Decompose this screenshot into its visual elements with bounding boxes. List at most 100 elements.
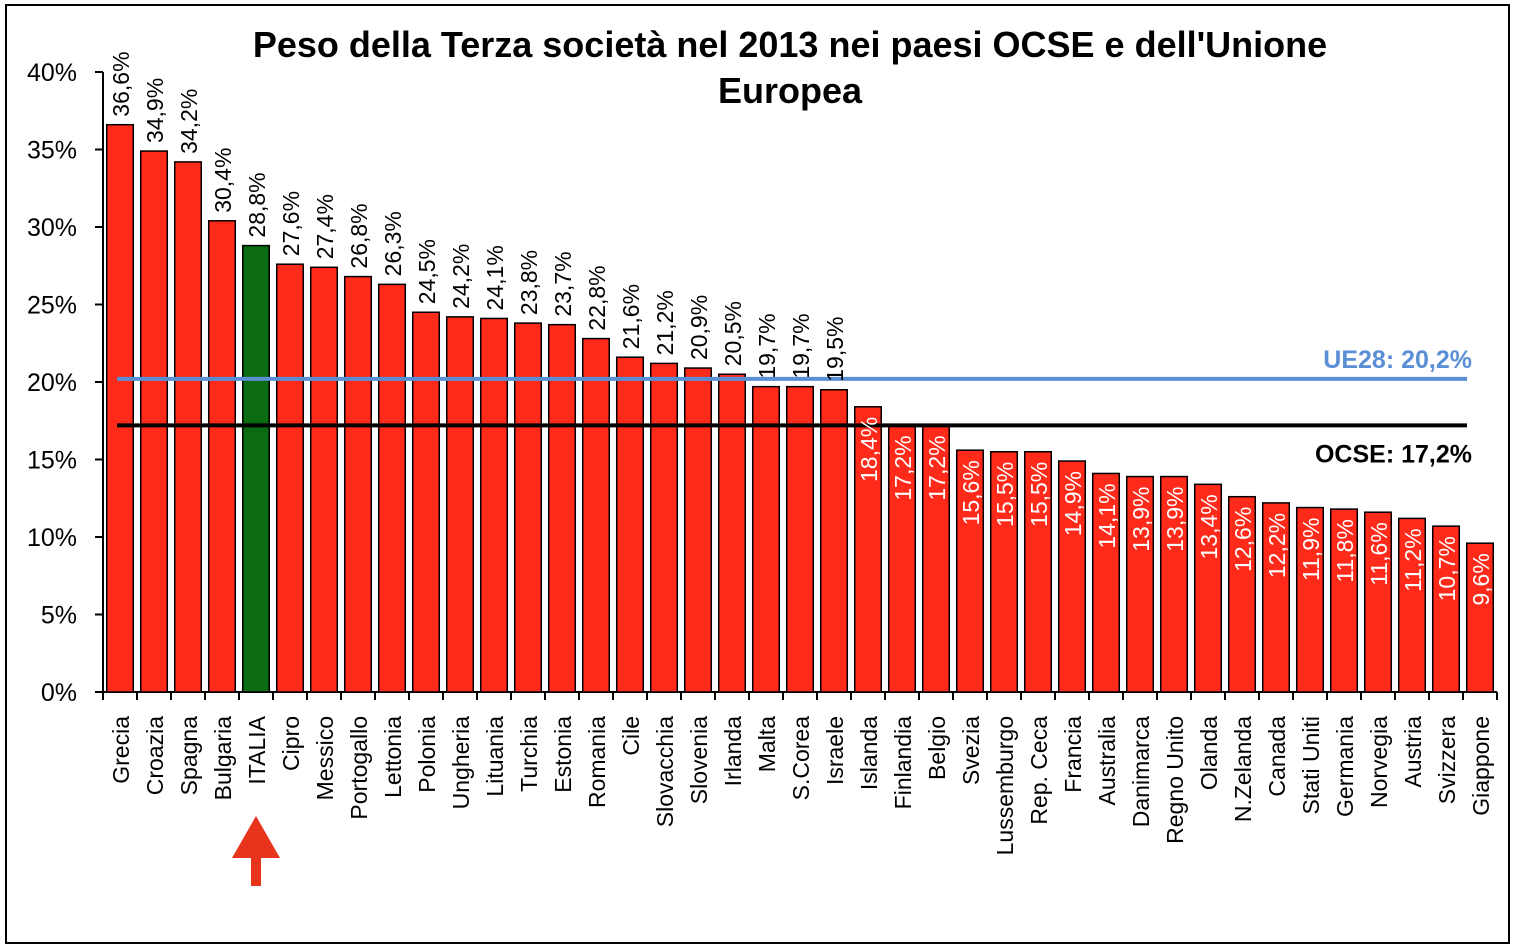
data-label: 13,4%: [1196, 494, 1222, 559]
data-label: 13,9%: [1128, 487, 1154, 552]
data-label: 21,6%: [618, 284, 644, 349]
bar-islanda: [853, 406, 883, 693]
data-label: 22,8%: [584, 265, 610, 330]
bar-slovacchia: [649, 362, 679, 693]
data-label: 11,9%: [1298, 518, 1324, 582]
data-label: 34,9%: [142, 78, 168, 143]
x-tick-label: Cipro: [278, 716, 304, 771]
x-tick-label: Cile: [618, 716, 644, 756]
bar-grecia: [105, 123, 135, 693]
bar-svizzera: [1431, 525, 1461, 693]
bar-slovenia: [683, 367, 713, 693]
bar-norvegia: [1363, 511, 1393, 693]
data-label: 24,2%: [448, 244, 474, 309]
highlight-arrow-shaft: [251, 856, 261, 886]
data-label: 15,5%: [1026, 462, 1052, 527]
y-tick-label: 10%: [27, 524, 77, 552]
bar-israele: [819, 389, 849, 693]
bar-stati-uniti: [1295, 506, 1325, 693]
x-tick-label: Portogallo: [346, 716, 372, 820]
x-tick-label: Olanda: [1196, 716, 1222, 790]
bar-cile: [615, 356, 645, 693]
data-label: 36,6%: [108, 51, 134, 116]
x-tick-label: Francia: [1060, 716, 1086, 793]
x-tick-label: Canada: [1264, 716, 1290, 797]
highlight-arrow-head: [232, 816, 280, 858]
x-tick-label: Ungheria: [448, 716, 474, 810]
x-tick-label: Australia: [1094, 716, 1120, 806]
bar-regno-unito: [1159, 475, 1189, 693]
data-label: 23,8%: [516, 250, 542, 315]
data-label: 26,3%: [380, 211, 406, 276]
bar-turchia: [513, 322, 543, 693]
x-tick-label: Danimarca: [1128, 716, 1154, 827]
bar-rep-ceca: [1023, 451, 1053, 693]
x-tick-label: Islanda: [856, 716, 882, 790]
y-tick-label: 35%: [27, 137, 77, 165]
data-label: 27,4%: [312, 194, 338, 259]
x-tick-label: Svizzera: [1434, 716, 1460, 804]
bar-giappone: [1465, 542, 1495, 693]
x-tick-label: Slovacchia: [652, 716, 678, 827]
data-label: 30,4%: [210, 148, 236, 213]
data-label: 24,5%: [414, 239, 440, 304]
data-label: 13,9%: [1162, 487, 1188, 552]
bar-germania: [1329, 508, 1359, 693]
data-label: 27,6%: [278, 191, 304, 256]
bar-ungheria: [445, 316, 475, 693]
bar-francia: [1057, 460, 1087, 693]
data-label: 12,6%: [1230, 507, 1256, 572]
data-label: 17,2%: [924, 435, 950, 500]
x-tick-label: Belgio: [924, 716, 950, 780]
bar-n-zelanda: [1227, 495, 1257, 693]
data-label: 24,1%: [482, 245, 508, 310]
x-tick-label: Malta: [754, 716, 780, 772]
data-label: 15,5%: [992, 462, 1018, 527]
bar-malta: [751, 385, 781, 693]
x-tick-label: ITALIA: [244, 715, 270, 784]
data-label: 14,1%: [1094, 483, 1120, 548]
x-tick-label: Giappone: [1468, 716, 1494, 816]
bar-lituania: [479, 317, 509, 693]
bar-svezia: [955, 449, 985, 693]
data-label: 26,8%: [346, 203, 372, 268]
bar-finlandia: [887, 424, 917, 693]
y-tick-label: 40%: [27, 59, 77, 87]
bar-s-corea: [785, 385, 815, 693]
bar-croazia: [139, 150, 169, 693]
data-label: 11,2%: [1400, 528, 1426, 592]
x-tick-label: Finlandia: [890, 716, 916, 810]
x-tick-label: Romania: [584, 716, 610, 808]
chart-title: Peso della Terza società nel 2013 nei pa…: [252, 24, 1328, 111]
ocse-reference-label: OCSE: 17,2%: [1315, 440, 1472, 468]
data-label: 9,6%: [1468, 553, 1494, 605]
bar-olanda: [1193, 483, 1223, 693]
data-label: 15,6%: [958, 460, 984, 525]
y-tick-label: 30%: [27, 214, 77, 242]
x-tick-label: Grecia: [108, 716, 134, 784]
y-tick-label: 20%: [27, 369, 77, 397]
x-tick-label: N.Zelanda: [1230, 716, 1256, 822]
data-label: 20,5%: [720, 301, 746, 366]
x-tick-label: Estonia: [550, 716, 576, 793]
bar-austria: [1397, 517, 1427, 693]
x-tick-label: Lettonia: [380, 716, 406, 798]
data-label: 11,8%: [1332, 519, 1358, 583]
data-label: 23,7%: [550, 251, 576, 316]
bar-australia: [1091, 472, 1121, 693]
data-label: 28,8%: [244, 172, 270, 237]
data-label: 11,6%: [1366, 522, 1392, 586]
bar-irlanda: [717, 373, 747, 693]
x-tick-label: Norvegia: [1366, 716, 1392, 808]
x-tick-label: Lussemburgo: [992, 716, 1018, 855]
x-tick-label: S.Corea: [788, 716, 814, 801]
bar-canada: [1261, 502, 1291, 693]
bar-italia: [241, 244, 271, 693]
x-tick-label: Spagna: [176, 716, 202, 796]
x-tick-label: Turchia: [516, 716, 542, 792]
data-label: 21,2%: [652, 290, 678, 355]
bar-polonia: [411, 311, 441, 693]
data-label: 20,9%: [686, 295, 712, 360]
data-label: 19,7%: [754, 313, 780, 378]
